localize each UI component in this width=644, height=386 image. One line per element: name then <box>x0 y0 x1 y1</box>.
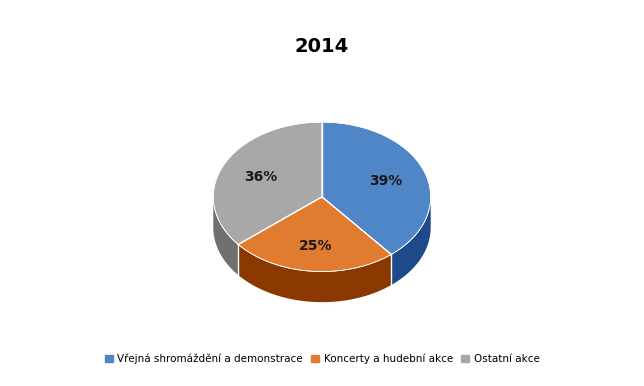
Legend: Vřejná shromáždění a demonstrace, Koncerty a hudební akce, Ostatní akce: Vřejná shromáždění a demonstrace, Koncer… <box>100 349 544 368</box>
Text: 36%: 36% <box>244 170 278 184</box>
Polygon shape <box>213 197 238 275</box>
Polygon shape <box>238 244 392 302</box>
Text: 2014: 2014 <box>295 37 349 56</box>
Polygon shape <box>392 197 431 285</box>
Polygon shape <box>238 197 392 272</box>
Polygon shape <box>213 122 322 244</box>
Text: 39%: 39% <box>369 174 402 188</box>
Polygon shape <box>322 122 431 254</box>
Text: 25%: 25% <box>299 239 332 253</box>
